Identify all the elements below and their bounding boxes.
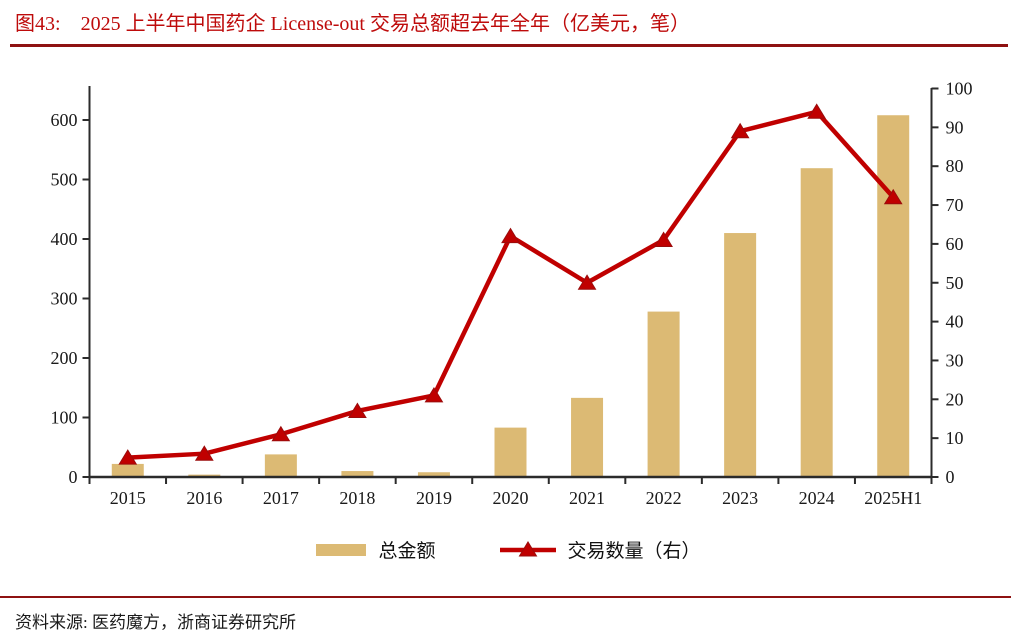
legend-item-amount: 总金额: [316, 536, 436, 563]
right-tick-label: 0: [946, 467, 955, 487]
figure-number-label: 图43:: [15, 13, 61, 35]
source-text: 医药魔方，浙商证券研究所: [91, 613, 296, 632]
figure-title: 图43: 2025 上半年中国药企 License-out 交易总额超去年全年（亿…: [15, 11, 1007, 37]
marker-2021: [577, 274, 597, 290]
legend-item-deal-count: 交易数量（右）: [499, 536, 701, 563]
bar-2015: [111, 463, 144, 477]
right-tick-label: 80: [946, 156, 964, 176]
left-tick-label: 100: [51, 408, 78, 428]
bar-2025H1: [877, 115, 910, 478]
bar-2017: [264, 454, 297, 477]
x-label-2016: 2016: [186, 488, 222, 508]
x-label-2015: 2015: [110, 488, 146, 508]
right-tick-label: 40: [946, 312, 964, 332]
right-tick-label: 70: [946, 195, 964, 215]
figure-title-text: 2025 上半年中国药企 License-out 交易总额超去年全年（亿美元，笔…: [80, 13, 690, 35]
x-label-2023: 2023: [722, 488, 758, 508]
x-label-2020: 2020: [493, 488, 529, 508]
footer-divider-rule: [0, 596, 1011, 598]
marker-2016: [194, 445, 214, 461]
bar-2024: [800, 168, 833, 477]
x-label-2025H1: 2025H1: [864, 488, 922, 508]
legend-line-label: 交易数量（右）: [567, 541, 701, 562]
source-note: 资料来源: 医药魔方，浙商证券研究所: [15, 608, 296, 633]
x-label-2024: 2024: [799, 488, 835, 508]
left-tick-label: 300: [51, 289, 78, 309]
title-divider-rule: [10, 44, 1008, 47]
source-label: 资料来源:: [15, 613, 88, 632]
x-label-2018: 2018: [339, 488, 375, 508]
x-label-2017: 2017: [263, 488, 299, 508]
bar-2018: [341, 471, 374, 477]
bar-2021: [571, 397, 604, 477]
right-tick-label: 10: [946, 428, 964, 448]
legend-bar-label: 总金额: [378, 541, 436, 562]
left-tick-label: 600: [51, 110, 78, 130]
left-tick-label: 400: [51, 229, 78, 249]
marker-2019: [424, 386, 444, 403]
right-tick-label: 30: [946, 350, 964, 370]
marker-2025H1: [883, 188, 903, 205]
marker-2017: [271, 425, 291, 442]
right-tick-label: 20: [946, 389, 964, 409]
deal-count-line: [127, 109, 895, 460]
right-tick-label: 90: [946, 117, 964, 137]
legend-bar-swatch: [316, 543, 367, 556]
legend-line-marker-icon: [499, 540, 556, 556]
x-label-2022: 2022: [646, 488, 682, 508]
bar-2020: [494, 427, 527, 477]
x-label-2019: 2019: [416, 488, 452, 508]
bar-2022: [647, 311, 680, 477]
marker-2023: [730, 122, 750, 139]
marker-2015: [118, 449, 138, 465]
x-label-2021: 2021: [569, 488, 605, 508]
chart-legend: 总金额 交易数量（右）: [0, 536, 1017, 563]
right-tick-label: 50: [946, 273, 964, 293]
license-out-combo-chart: 0 100 200 300 400 500 600 0 10 20 30 40 50 60 70 80 90 10…: [51, 79, 973, 509]
marker-2022: [654, 231, 673, 248]
right-tick-label: 100: [946, 79, 973, 99]
left-tick-label: 500: [51, 170, 78, 190]
marker-2024: [807, 103, 827, 119]
marker-2018: [348, 402, 367, 418]
marker-2020: [501, 227, 520, 244]
bar-2019: [417, 472, 450, 477]
left-tick-label: 0: [69, 467, 78, 487]
left-tick-label: 200: [51, 348, 78, 368]
bar-2023: [724, 233, 757, 477]
right-tick-label: 60: [946, 234, 964, 254]
